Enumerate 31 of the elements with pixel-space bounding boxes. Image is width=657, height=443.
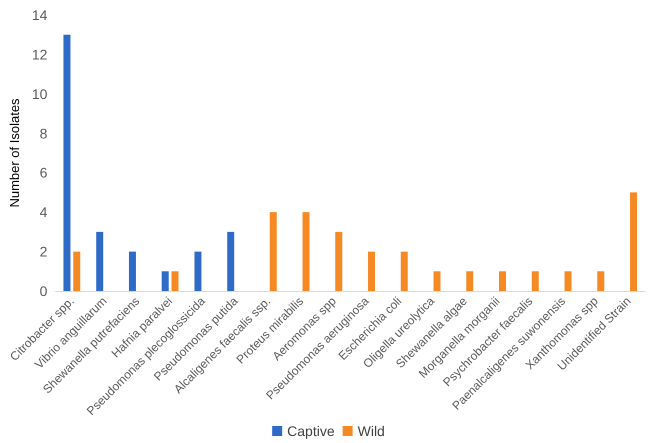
bar (162, 271, 169, 291)
y-axis-title: Number of Isolates (7, 98, 22, 208)
y-tick-label: 8 (40, 125, 48, 142)
bar (63, 34, 70, 291)
bar (128, 252, 136, 291)
bar (400, 252, 408, 291)
bar (270, 212, 277, 291)
y-tick-label: 6 (40, 164, 48, 181)
bar (532, 271, 539, 291)
y-tick-label: 0 (40, 283, 48, 299)
bar (302, 212, 310, 291)
y-tick-label: 2 (40, 244, 48, 260)
bar (597, 271, 604, 291)
legend-label: Captive (287, 423, 335, 439)
bar (227, 232, 234, 291)
bar (73, 252, 80, 291)
bar (335, 232, 342, 291)
bar (499, 271, 506, 291)
bar (630, 192, 638, 291)
y-tick-label: 10 (32, 86, 48, 102)
y-tick-label: 4 (40, 204, 48, 220)
bar (564, 271, 572, 291)
bar (368, 252, 376, 291)
y-tick-label: 14 (32, 7, 48, 23)
bar (96, 232, 104, 291)
bar (434, 271, 441, 291)
legend-label: Wild (358, 423, 385, 439)
bar (466, 271, 474, 291)
bar (194, 252, 202, 291)
y-tick-label: 12 (32, 46, 48, 62)
bar (172, 271, 179, 291)
